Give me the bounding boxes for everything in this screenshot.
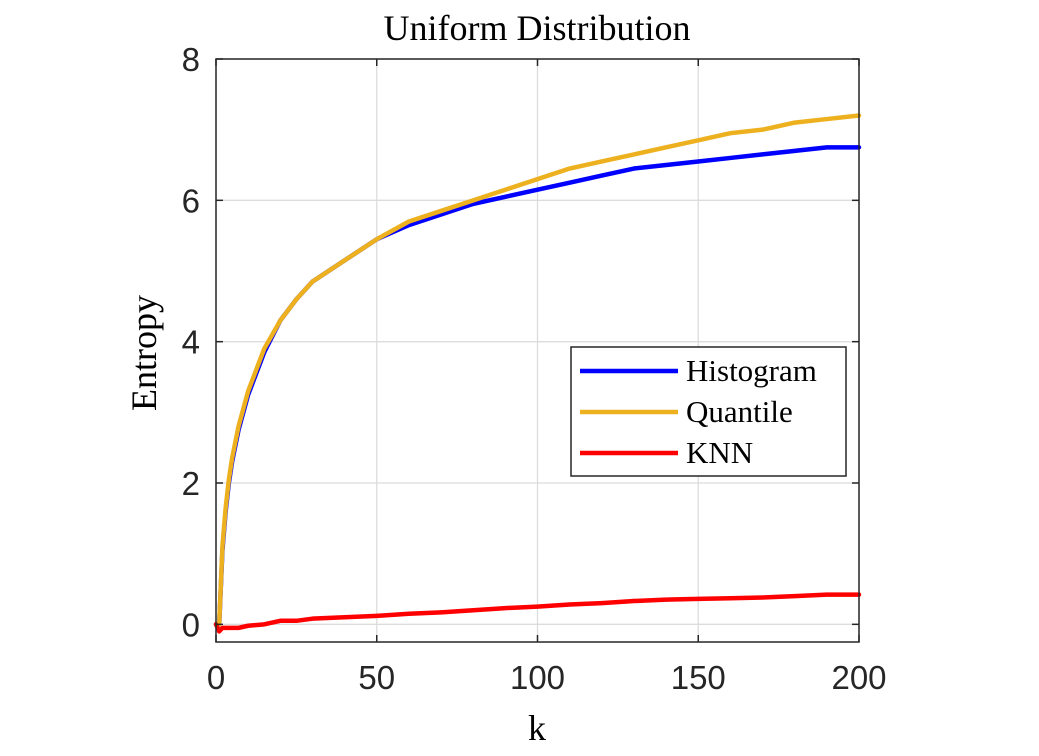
legend-label-knn: KNN bbox=[686, 435, 753, 470]
ticks bbox=[215, 58, 860, 642]
y-tick-label: 0 bbox=[182, 606, 200, 643]
series-line-quantile bbox=[213, 113, 862, 627]
legend-label-quantile: Quantile bbox=[686, 394, 793, 429]
x-tick-label: 0 bbox=[207, 659, 225, 696]
chart-title: Uniform Distribution bbox=[384, 8, 691, 48]
series-lines bbox=[213, 113, 862, 634]
y-axis-label: Entropy bbox=[124, 295, 164, 411]
tick-labels: 0 50 100 150 200 0 2 4 6 8 bbox=[182, 41, 887, 696]
y-tick-label: 8 bbox=[182, 41, 200, 78]
x-axis-label: k bbox=[528, 708, 546, 748]
series-line-knn bbox=[213, 592, 862, 634]
x-tick-label: 100 bbox=[510, 659, 565, 696]
y-tick-label: 4 bbox=[182, 324, 200, 361]
y-tick-label: 2 bbox=[182, 465, 200, 502]
x-tick-label: 200 bbox=[831, 659, 886, 696]
x-tick-label: 50 bbox=[358, 659, 395, 696]
x-tick-label: 150 bbox=[671, 659, 726, 696]
legend: Histogram Quantile KNN bbox=[570, 346, 847, 477]
legend-label-histogram: Histogram bbox=[686, 353, 817, 388]
y-tick-label: 6 bbox=[182, 182, 200, 219]
